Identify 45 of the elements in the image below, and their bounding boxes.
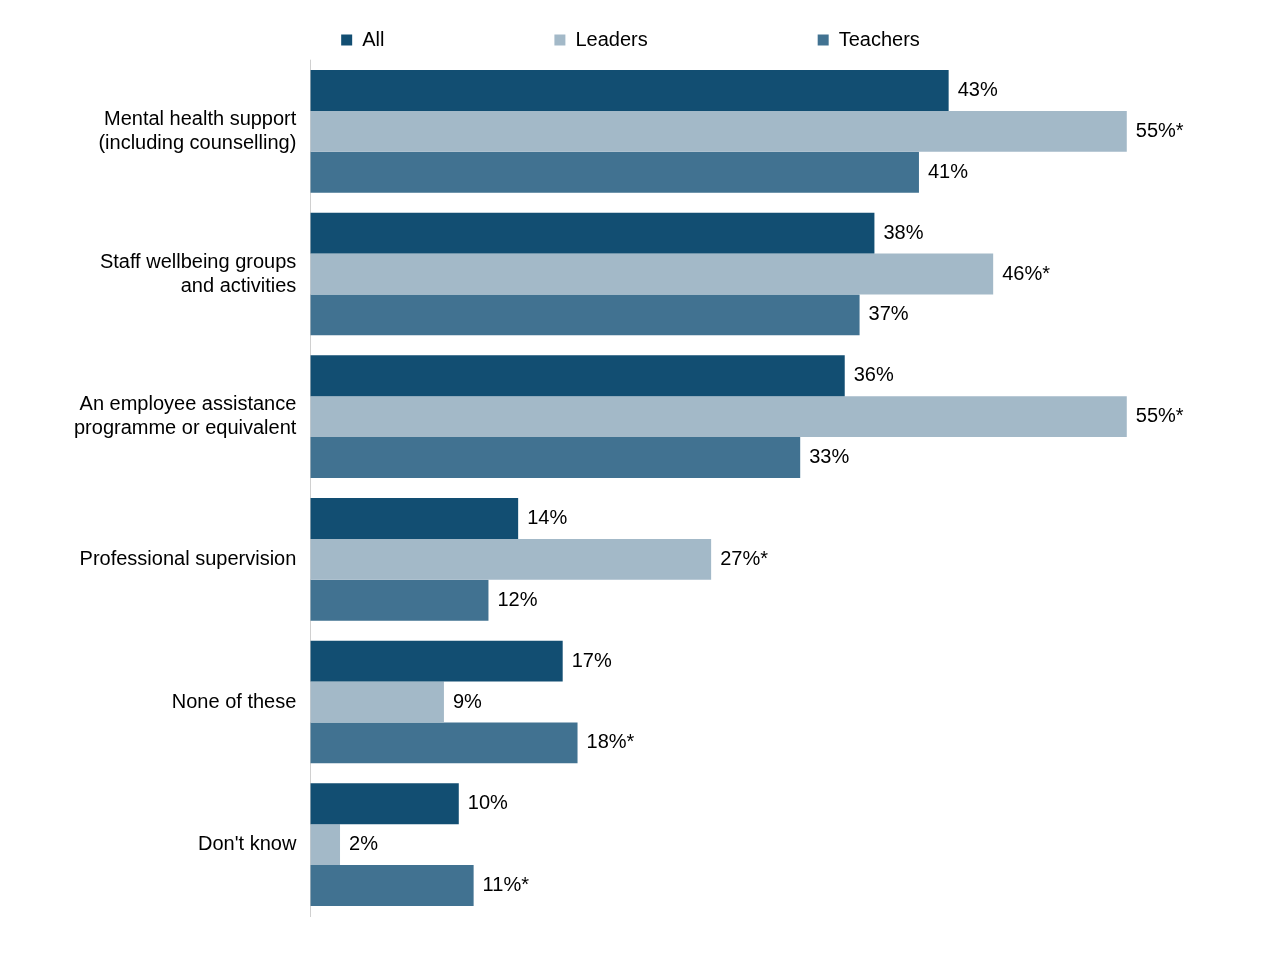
data-label: 9% bbox=[452, 689, 483, 712]
bar bbox=[310, 294, 860, 336]
legend-label: Leaders bbox=[575, 27, 648, 50]
data-label: 38% bbox=[883, 220, 924, 243]
bar bbox=[310, 396, 1127, 438]
y-tick-label: Mental health support (including counselling) bbox=[98, 106, 297, 153]
bar bbox=[310, 865, 474, 907]
bar bbox=[310, 212, 875, 254]
data-label: 36% bbox=[853, 363, 894, 386]
data-label: 14% bbox=[527, 505, 568, 528]
data-label: 12% bbox=[497, 587, 538, 610]
bar bbox=[310, 69, 949, 111]
bar bbox=[310, 110, 1127, 152]
data-label: 41% bbox=[927, 159, 969, 182]
data-label: 11%* bbox=[482, 873, 530, 896]
data-label: 17% bbox=[571, 648, 612, 671]
y-tick-label: Professional supervision bbox=[79, 546, 297, 569]
data-label: 37% bbox=[868, 302, 909, 325]
bar bbox=[310, 722, 578, 764]
bar bbox=[310, 783, 459, 825]
y-tick-label: Don't know bbox=[198, 832, 297, 855]
bar bbox=[310, 824, 341, 866]
y-tick-label: An employee assistance programme or equivalent bbox=[73, 392, 297, 439]
bar bbox=[310, 253, 994, 295]
y-tick-label: Staff wellbeing groups and activities bbox=[99, 249, 297, 296]
bar bbox=[310, 579, 489, 621]
data-label: 10% bbox=[467, 791, 509, 814]
bar bbox=[310, 355, 845, 397]
bar bbox=[310, 497, 519, 539]
bar bbox=[310, 681, 444, 723]
data-label: 33% bbox=[809, 445, 850, 468]
bar bbox=[310, 437, 801, 479]
bar bbox=[310, 151, 919, 193]
data-label: 2% bbox=[349, 832, 379, 855]
legend-label: All bbox=[362, 27, 385, 50]
data-label: 27%* bbox=[720, 546, 769, 569]
data-label: 43% bbox=[957, 77, 998, 100]
data-label: 55%* bbox=[1135, 118, 1184, 141]
y-tick-label: None of these bbox=[171, 689, 297, 712]
bar bbox=[310, 538, 712, 580]
data-label: 46%* bbox=[1002, 261, 1051, 284]
bar bbox=[310, 640, 563, 682]
data-label: 55%* bbox=[1135, 404, 1184, 427]
legend-label: Teachers bbox=[838, 27, 920, 50]
data-label: 18%* bbox=[586, 730, 635, 753]
